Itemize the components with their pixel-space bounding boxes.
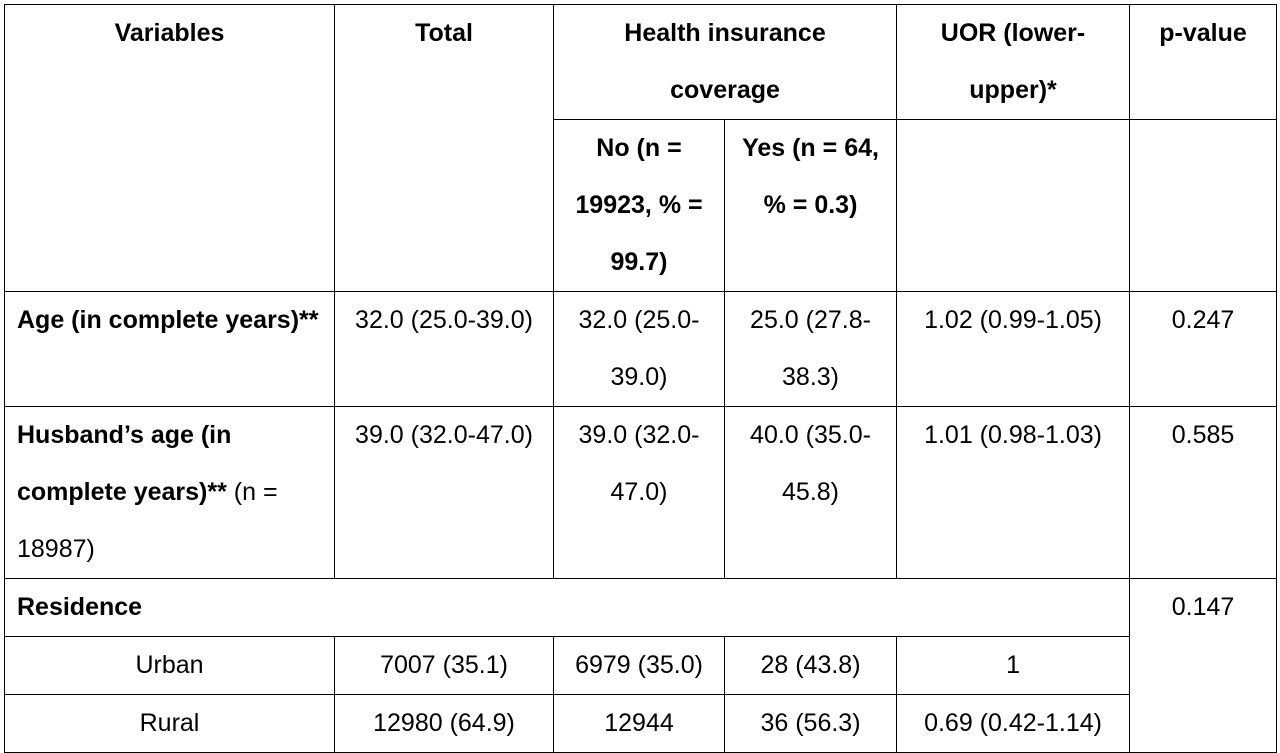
row-age: Age (in complete years)** 32.0 (25.0-39.…	[4, 291, 1278, 407]
header-yes: Yes (n = 64, % = 0.3)	[723, 119, 898, 292]
husband-age-uor: 1.01 (0.98-1.03)	[896, 406, 1131, 579]
age-uor: 1.02 (0.99-1.05)	[896, 291, 1131, 407]
header-variables: Variables	[4, 4, 335, 292]
row-husband-age: Husband’s age (in complete years)** (n =…	[4, 406, 1278, 579]
age-yes: 25.0 (27.8-38.3)	[723, 291, 898, 407]
data-table: Variables Total Health insurance coverag…	[3, 4, 1278, 753]
husband-age-label: Husband’s age (in complete years)**	[17, 421, 232, 506]
row-urban: Urban 7007 (35.1) 6979 (35.0) 28 (43.8) …	[4, 636, 1277, 695]
header-no: No (n = 19923, % = 99.7)	[553, 119, 725, 292]
urban-yes: 28 (43.8)	[723, 636, 898, 695]
header-total: Total	[334, 4, 554, 292]
husband-age-cell: Husband’s age (in complete years)** (n =…	[4, 406, 335, 579]
rural-uor: 0.69 (0.42-1.14)	[896, 694, 1131, 753]
urban-label: Urban	[4, 636, 335, 695]
husband-age-note: (n = 18987)	[17, 478, 278, 563]
header-empty-p	[1129, 119, 1278, 292]
age-p: 0.247	[1129, 291, 1278, 407]
row-rural: Rural 12980 (64.9) 12944 36 (56.3) 0.69 …	[4, 694, 1277, 753]
urban-no: 6979 (35.0)	[553, 636, 725, 695]
row-residence: Residence 0.147	[3, 578, 1278, 753]
husband-age-total: 39.0 (32.0-47.0)	[334, 406, 554, 579]
husband-age-no: 39.0 (32.0-47.0)	[553, 406, 725, 579]
age-label: Age (in complete years)**	[4, 291, 335, 407]
age-no: 32.0 (25.0-39.0)	[553, 291, 725, 407]
header-coverage: Health insurance coverage	[552, 4, 898, 120]
urban-uor: 1	[896, 636, 1131, 695]
header-uor: UOR (lower-upper)*	[896, 4, 1131, 120]
rural-total: 12980 (64.9)	[334, 694, 554, 753]
rural-no: 12944	[553, 694, 725, 753]
urban-total: 7007 (35.1)	[334, 636, 554, 695]
husband-age-yes: 40.0 (35.0-45.8)	[723, 406, 898, 579]
residence-label: Residence	[3, 578, 1131, 637]
header-row-1: Variables Total Health insurance coverag…	[4, 4, 1278, 292]
header-empty-uor	[896, 119, 1131, 292]
rural-yes: 36 (56.3)	[723, 694, 898, 753]
residence-p: 0.147	[1129, 578, 1278, 753]
husband-age-p: 0.585	[1129, 406, 1278, 579]
header-pvalue: p-value	[1129, 4, 1278, 120]
header-row-2: No (n = 19923, % = 99.7) Yes (n = 64, % …	[5, 119, 1278, 292]
age-total: 32.0 (25.0-39.0)	[334, 291, 554, 407]
rural-label: Rural	[4, 694, 335, 753]
